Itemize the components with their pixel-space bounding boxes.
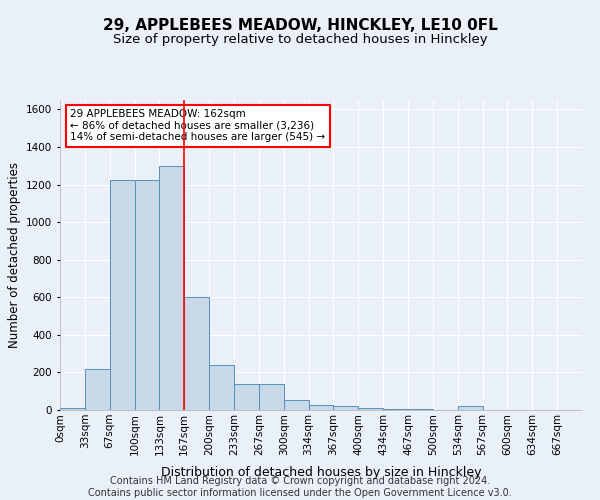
Bar bbox=[259, 384, 284, 410]
Bar bbox=[308, 406, 334, 410]
Text: 29, APPLEBEES MEADOW, HINCKLEY, LE10 0FL: 29, APPLEBEES MEADOW, HINCKLEY, LE10 0FL bbox=[103, 18, 497, 32]
Y-axis label: Number of detached properties: Number of detached properties bbox=[8, 162, 20, 348]
Bar bbox=[284, 400, 308, 410]
Bar bbox=[358, 408, 383, 410]
Bar bbox=[408, 409, 433, 410]
Text: 29 APPLEBEES MEADOW: 162sqm
← 86% of detached houses are smaller (3,236)
14% of : 29 APPLEBEES MEADOW: 162sqm ← 86% of det… bbox=[70, 110, 326, 142]
Bar bbox=[134, 180, 160, 410]
Text: Size of property relative to detached houses in Hinckley: Size of property relative to detached ho… bbox=[113, 32, 487, 46]
Bar bbox=[110, 180, 134, 410]
Bar bbox=[458, 406, 482, 410]
Bar bbox=[160, 166, 184, 410]
Bar bbox=[184, 298, 209, 410]
Bar bbox=[209, 365, 234, 410]
Text: Contains HM Land Registry data © Crown copyright and database right 2024.
Contai: Contains HM Land Registry data © Crown c… bbox=[88, 476, 512, 498]
Bar bbox=[60, 408, 85, 410]
Bar bbox=[383, 409, 408, 410]
Bar bbox=[334, 406, 358, 410]
Bar bbox=[85, 368, 110, 410]
X-axis label: Distribution of detached houses by size in Hinckley: Distribution of detached houses by size … bbox=[161, 466, 481, 479]
Bar bbox=[234, 384, 259, 410]
